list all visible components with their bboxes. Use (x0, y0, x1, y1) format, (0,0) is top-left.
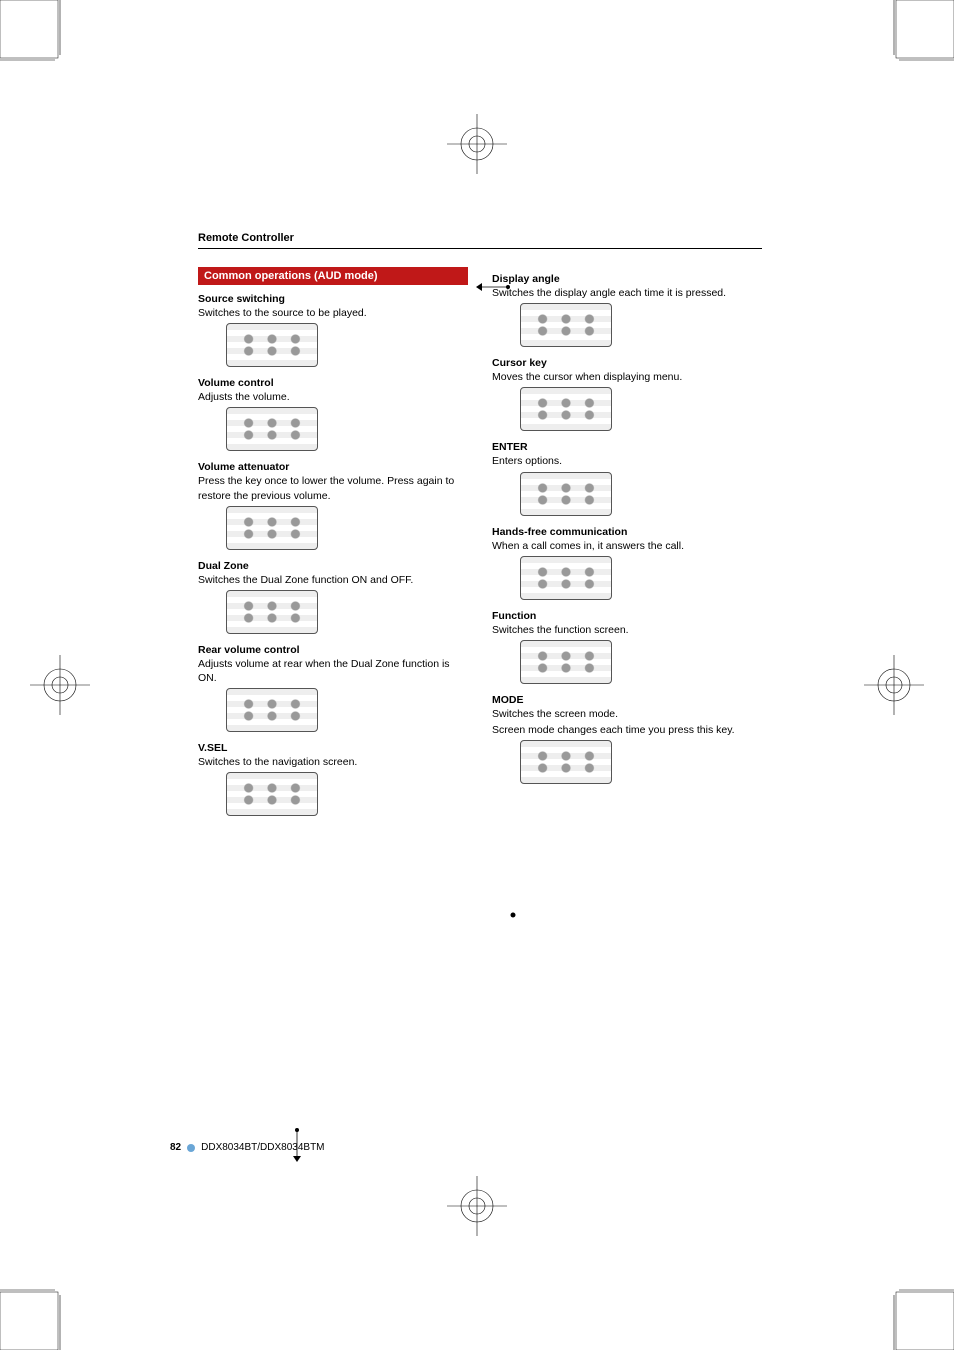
section-enter: ENTER Enters options. (492, 441, 762, 515)
section-body: When a call comes in, it answers the cal… (492, 539, 762, 553)
section-body: Switches the display angle each time it … (492, 286, 762, 300)
remote-diagram (520, 303, 612, 347)
section-body-extra: Screen mode changes each time you press … (492, 723, 762, 737)
remote-diagram (226, 590, 318, 634)
column-cut-right-end (506, 908, 520, 927)
section-heading: Rear volume control (198, 644, 468, 656)
remote-diagram (226, 323, 318, 367)
section-body: Press the key once to lower the volume. … (198, 474, 468, 502)
section-volume-attenuator: Volume attenuator Press the key once to … (198, 461, 468, 549)
registration-mark-top (447, 114, 507, 174)
remote-diagram (226, 506, 318, 550)
remote-diagram (226, 688, 318, 732)
registration-mark-right (864, 655, 924, 715)
section-heading: ENTER (492, 441, 762, 453)
section-rear-volume: Rear volume control Adjusts volume at re… (198, 644, 468, 732)
section-body: Switches the screen mode. (492, 707, 762, 721)
section-heading: Cursor key (492, 357, 762, 369)
page-body: Remote Controller Common operations (AUD… (198, 228, 762, 826)
remote-diagram (520, 472, 612, 516)
footer-model: DDX8034BT/DDX8034BTM (201, 1142, 324, 1153)
section-heading: V.SEL (198, 742, 468, 754)
section-display-angle: Display angle Switches the display angle… (492, 273, 762, 347)
registration-mark-left (30, 655, 90, 715)
page-number: 82 (170, 1142, 181, 1153)
right-column: Display angle Switches the display angle… (492, 267, 762, 826)
section-body: Switches to the source to be played. (198, 306, 468, 320)
section-dual-zone: Dual Zone Switches the Dual Zone functio… (198, 560, 468, 634)
crop-mark-tr (834, 0, 954, 120)
remote-diagram (226, 772, 318, 816)
remote-diagram (520, 640, 612, 684)
two-column-layout: Common operations (AUD mode) Source swit… (198, 267, 762, 826)
section-body: Switches the Dual Zone function ON and O… (198, 573, 468, 587)
section-heading: Source switching (198, 293, 468, 305)
header-section: Remote Controller (198, 228, 762, 249)
remote-diagram (520, 556, 612, 600)
crop-mark-tl (0, 0, 120, 120)
doc-title: Remote Controller (198, 232, 294, 244)
remote-diagram (520, 740, 612, 784)
registration-mark-bottom (447, 1176, 507, 1236)
footer-bullet-icon (187, 1144, 195, 1152)
remote-diagram (520, 387, 612, 431)
section-body: Switches the function screen. (492, 623, 762, 637)
section-volume-control: Volume control Adjusts the volume. (198, 377, 468, 451)
crop-mark-bl (0, 1230, 120, 1350)
section-body: Enters options. (492, 454, 762, 468)
section-heading: Dual Zone (198, 560, 468, 572)
section-banner: Common operations (AUD mode) (198, 267, 468, 285)
section-body: Switches to the navigation screen. (198, 755, 468, 769)
section-heading: Display angle (492, 273, 762, 285)
section-heading: Volume attenuator (198, 461, 468, 473)
section-body: Adjusts volume at rear when the Dual Zon… (198, 657, 468, 685)
section-heading: Function (492, 610, 762, 622)
section-source-switching: Source switching Switches to the source … (198, 293, 468, 367)
section-body: Moves the cursor when displaying menu. (492, 370, 762, 384)
page-footer: 82 DDX8034BT/DDX8034BTM (170, 1142, 325, 1153)
section-mode: MODE Switches the screen mode. Screen mo… (492, 694, 762, 784)
section-vsel: V.SEL Switches to the navigation screen. (198, 742, 468, 816)
section-cursor-key: Cursor key Moves the cursor when display… (492, 357, 762, 431)
section-heading: Volume control (198, 377, 468, 389)
section-hands-free: Hands-free communication When a call com… (492, 526, 762, 600)
crop-mark-br (834, 1230, 954, 1350)
section-heading: MODE (492, 694, 762, 706)
section-function: Function Switches the function screen. (492, 610, 762, 684)
remote-diagram (226, 407, 318, 451)
section-body: Adjusts the volume. (198, 390, 468, 404)
left-column: Common operations (AUD mode) Source swit… (198, 267, 468, 826)
section-heading: Hands-free communication (492, 526, 762, 538)
